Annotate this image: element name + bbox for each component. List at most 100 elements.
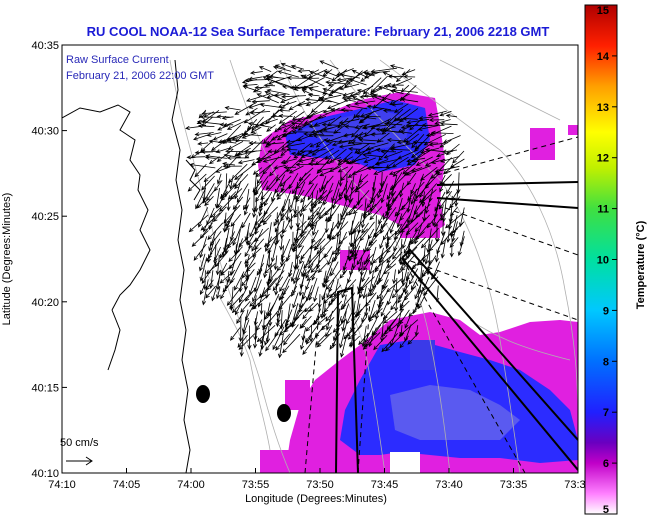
current-vector [213, 206, 227, 223]
current-vector [388, 166, 409, 175]
current-vector [403, 74, 416, 79]
current-vector [326, 99, 348, 110]
current-vector [205, 262, 220, 275]
current-vector [270, 133, 284, 141]
current-vector [394, 204, 406, 217]
current-vector [317, 262, 328, 273]
current-vector [203, 221, 209, 233]
current-vector [404, 316, 411, 329]
current-vector [339, 324, 347, 349]
current-vector [243, 197, 251, 211]
current-vector [197, 141, 209, 146]
y-tick-label: 40:25 [31, 211, 59, 223]
current-vector [299, 254, 305, 265]
current-vector [340, 303, 350, 324]
current-vector [399, 300, 410, 311]
colorbar-tick-label: 7 [603, 407, 609, 419]
current-vector [256, 262, 264, 276]
current-vector [293, 268, 300, 285]
current-vector [363, 260, 370, 271]
current-vector [392, 269, 397, 285]
current-vector [292, 111, 305, 121]
current-vector [288, 165, 304, 174]
current-vector [282, 333, 301, 354]
current-vector [332, 318, 347, 333]
x-tick-label: 74:00 [177, 479, 205, 491]
current-vector [406, 199, 416, 224]
current-vector [310, 190, 328, 207]
current-vector [215, 167, 229, 173]
current-vector [199, 284, 206, 296]
current-vector [259, 103, 286, 109]
current-vector [272, 326, 285, 351]
current-vector [284, 142, 305, 149]
current-vector [414, 279, 424, 300]
scale-arrow [66, 456, 93, 466]
current-vector [224, 106, 241, 111]
radar-dashed-lines [304, 136, 578, 473]
current-vector [331, 221, 349, 241]
current-vector [275, 333, 291, 351]
current-vector [243, 204, 249, 216]
current-vector [205, 154, 227, 159]
current-vector [323, 275, 328, 289]
current-vector [273, 255, 278, 271]
y-tick-label: 40:30 [31, 126, 59, 138]
current-vector [308, 277, 318, 301]
current-vector [285, 139, 300, 144]
current-vector [201, 175, 215, 191]
current-vector [428, 142, 446, 147]
current-vector [302, 333, 319, 356]
current-vector [220, 139, 237, 144]
current-vector [279, 269, 293, 292]
current-vector [414, 141, 423, 150]
current-vector [326, 286, 332, 299]
current-vector [307, 149, 326, 154]
current-vector [351, 165, 375, 175]
station-marker [196, 385, 210, 403]
current-vector [425, 132, 438, 137]
current-vector [373, 334, 388, 351]
current-vector [356, 147, 374, 155]
current-vector [255, 180, 269, 203]
current-vector [286, 147, 298, 152]
current-vector [446, 180, 455, 195]
current-vector [383, 311, 398, 324]
current-vector [305, 101, 319, 107]
current-vector [342, 133, 354, 138]
current-vector [360, 207, 368, 229]
current-vector [254, 180, 259, 196]
colorbar-ticks: 5 6 7 8 9 10 11 12 13 14 15 [597, 4, 617, 516]
current-vector [399, 130, 412, 135]
current-vector [316, 239, 332, 255]
current-vector [439, 110, 452, 117]
current-vector [249, 295, 262, 307]
current-vector [414, 214, 431, 233]
current-vector [258, 204, 263, 217]
current-vector [238, 286, 248, 304]
current-vector [389, 64, 404, 69]
current-vector [372, 246, 391, 264]
current-vector [209, 205, 223, 219]
current-vector [290, 124, 306, 130]
current-vector [337, 139, 356, 144]
current-vector [244, 246, 251, 258]
current-vector [199, 236, 208, 259]
current-vector [454, 183, 460, 207]
y-axis-ticks: 40:10 40:15 40:20 40:25 40:30 40:35 [31, 40, 67, 480]
current-vector [226, 138, 251, 143]
current-vector [279, 175, 292, 187]
current-vector [274, 319, 287, 338]
current-vector [369, 165, 389, 170]
current-vector [382, 205, 392, 220]
current-vector [364, 319, 377, 344]
current-vector [288, 211, 297, 223]
current-vector [362, 124, 389, 130]
current-vector [212, 133, 228, 141]
current-vector [291, 172, 307, 195]
current-vector [411, 252, 430, 270]
current-vector [256, 325, 276, 343]
current-vector [371, 308, 383, 319]
current-vector [361, 222, 369, 234]
current-vector [445, 211, 465, 229]
